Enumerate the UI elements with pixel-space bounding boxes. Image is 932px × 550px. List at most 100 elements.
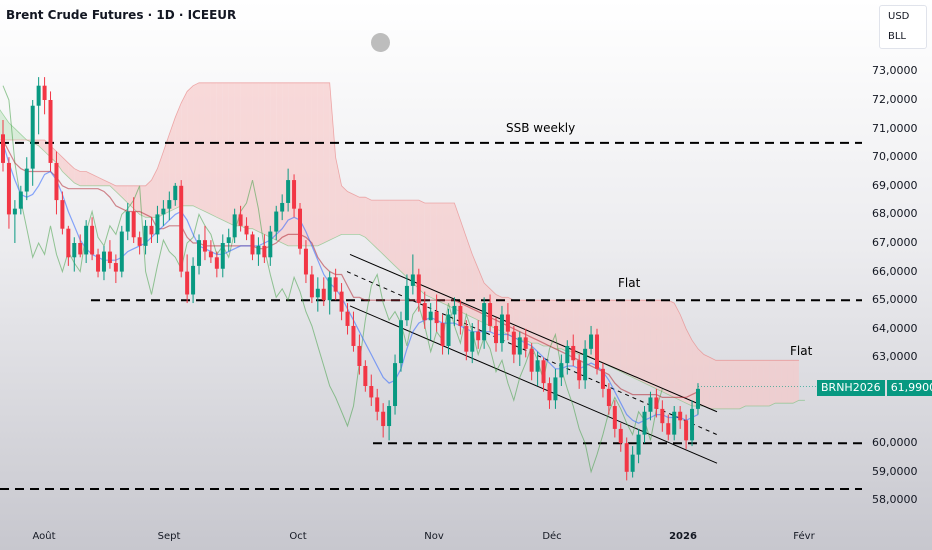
- candle-body: [96, 254, 101, 272]
- candle-body: [589, 334, 594, 349]
- cloud-segment: [400, 200, 407, 278]
- cloud-segment: [561, 300, 568, 352]
- y-tick-label: 59,0000: [872, 465, 918, 478]
- cloud-segment: [674, 303, 681, 401]
- cloud-segment: [721, 360, 728, 409]
- cloud-segment: [121, 185, 128, 203]
- candle-body: [244, 225, 249, 235]
- cloud-segment: [258, 82, 265, 235]
- cloud-segment: [163, 134, 170, 215]
- cloud-segment: [377, 200, 384, 255]
- candle-body: [274, 211, 279, 232]
- cloud-segment: [395, 200, 401, 272]
- cloud-segment: [454, 202, 461, 312]
- y-tick-label: 72,0000: [872, 93, 918, 106]
- candle-body: [464, 325, 469, 352]
- candle-body: [642, 411, 647, 435]
- candle-body: [654, 397, 659, 409]
- cloud-segment: [210, 82, 217, 218]
- cloud-segment: [555, 300, 562, 349]
- candle-body: [375, 397, 380, 412]
- y-tick-label: 68,0000: [872, 207, 918, 220]
- candle-body: [321, 288, 326, 301]
- cloud-segment: [103, 180, 110, 186]
- cloud-segment: [460, 220, 467, 315]
- cloud-segment: [133, 185, 140, 215]
- candle-body: [125, 211, 130, 232]
- span-a-line: [0, 109, 805, 410]
- cursor-dot-icon: [371, 33, 390, 52]
- cloud-segment: [323, 82, 330, 243]
- candle-body: [684, 420, 689, 441]
- cloud-segment: [365, 197, 372, 243]
- candle-body: [18, 191, 23, 209]
- cloud-segment: [335, 157, 342, 238]
- candle-body: [357, 345, 362, 366]
- candle-body: [66, 228, 71, 258]
- candle-body: [387, 406, 392, 427]
- cloud-segment: [240, 82, 247, 229]
- cloud-segment: [86, 171, 93, 186]
- candle-body: [422, 303, 427, 321]
- chikou-line: [2, 85, 663, 474]
- cloud-segment: [157, 151, 164, 218]
- candle-body: [553, 377, 558, 401]
- cloud-segment: [199, 82, 205, 212]
- cloud-segment: [234, 82, 241, 226]
- currency-label[interactable]: USD: [888, 11, 910, 22]
- cloud-segment: [614, 300, 621, 372]
- cloud-segment: [543, 300, 550, 346]
- cloud-segment: [151, 168, 158, 218]
- cloud-segment: [638, 300, 645, 384]
- candle-body: [72, 243, 77, 258]
- unit-label[interactable]: BLL: [888, 31, 907, 42]
- cloud-segment: [656, 300, 663, 392]
- candle-body: [78, 243, 83, 255]
- cloud-segment: [781, 360, 788, 404]
- candle-body: [226, 237, 231, 243]
- cloud-segment: [412, 200, 419, 289]
- cloud-segment: [353, 194, 360, 235]
- annotation-ssb-weekly[interactable]: SSB weekly: [506, 121, 576, 135]
- y-tick-label: 67,0000: [872, 236, 918, 249]
- cloud-segment: [579, 300, 586, 355]
- cloud-segment: [383, 200, 390, 261]
- candle-body: [458, 305, 463, 326]
- candle-body: [690, 408, 695, 441]
- cloud-segment: [430, 202, 437, 301]
- cloud-segment: [537, 300, 544, 346]
- cloud-segment: [424, 202, 431, 298]
- cloud-segment: [709, 357, 716, 409]
- candle-body: [191, 265, 196, 295]
- tenkan-line: [2, 142, 699, 424]
- cloud-segment: [181, 91, 188, 206]
- candle-body: [84, 225, 89, 255]
- candle-body: [12, 208, 17, 215]
- cloud-segment: [472, 254, 479, 321]
- y-tick-label: 73,0000: [872, 64, 918, 77]
- candle-body: [327, 277, 332, 301]
- candle-body: [434, 311, 439, 324]
- annotation-flat-1[interactable]: Flat: [618, 276, 641, 290]
- candle-body: [565, 345, 570, 364]
- candle-body: [410, 274, 415, 286]
- candle-body: [559, 363, 564, 378]
- cloud-segment: [549, 300, 556, 349]
- cloud-segment: [769, 360, 776, 407]
- candle-body: [286, 180, 291, 203]
- candle-body: [232, 214, 237, 238]
- cloud-segment: [715, 360, 722, 409]
- y-tick-label: 64,0000: [872, 322, 918, 335]
- candle-body: [446, 314, 451, 346]
- cloud-segment: [14, 128, 21, 141]
- cloud-segment: [406, 200, 413, 284]
- currency-unit-box[interactable]: USD BLL: [879, 5, 927, 49]
- annotation-flat-2[interactable]: Flat: [790, 344, 813, 358]
- cloud-segment: [347, 191, 354, 235]
- cloud-segment: [329, 82, 336, 241]
- cloud-segment: [300, 82, 306, 246]
- last-price-tag: BRNH2026 61,9900: [817, 380, 932, 396]
- cloud-segment: [317, 82, 324, 246]
